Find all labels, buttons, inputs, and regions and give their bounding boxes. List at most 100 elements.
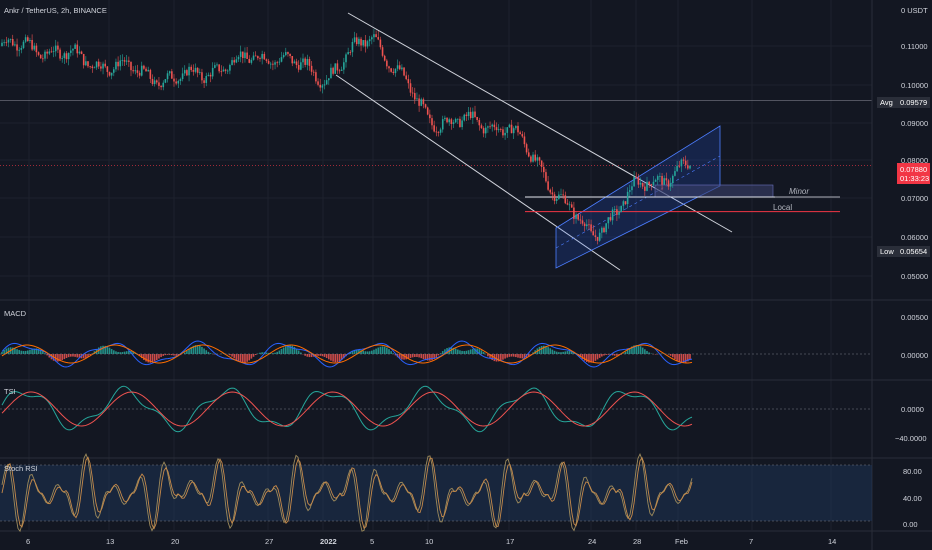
- candle-body: [515, 125, 517, 129]
- macd-histogram-bar: [190, 347, 192, 354]
- candle-body: [128, 60, 130, 62]
- candle-body: [536, 157, 539, 161]
- candle-body: [500, 129, 502, 130]
- time-label: 5: [370, 537, 374, 546]
- candle-body: [244, 52, 246, 59]
- candle-body: [371, 37, 373, 40]
- candle-body: [259, 58, 261, 59]
- macd-histogram-bar: [467, 350, 470, 354]
- candle-body: [192, 70, 195, 72]
- macd-histogram-bar: [147, 354, 149, 363]
- candle-body: [65, 53, 68, 60]
- candle-body: [306, 59, 309, 65]
- candle-body: [57, 45, 59, 50]
- candle-body: [72, 48, 74, 51]
- macd-histogram-bar: [381, 346, 384, 354]
- candle-body: [358, 38, 360, 45]
- candle-body: [347, 52, 349, 55]
- macd-histogram-bar: [65, 354, 68, 358]
- macd-histogram-bar: [646, 350, 648, 354]
- macd-histogram-bar: [323, 354, 326, 357]
- macd-histogram-bar: [586, 354, 588, 362]
- macd-histogram-bar: [549, 348, 552, 354]
- candle-body: [568, 204, 571, 206]
- desc-channel-lower: [335, 74, 621, 271]
- macd-histogram-bar: [562, 351, 564, 354]
- candle-body: [27, 37, 29, 41]
- candle-body: [308, 59, 311, 66]
- macd-histogram-bar: [18, 350, 20, 354]
- candle-body: [115, 61, 117, 70]
- candle-body: [373, 34, 375, 38]
- candle-body: [596, 236, 599, 241]
- macd-histogram-bar: [684, 354, 687, 363]
- indicators: [0, 340, 872, 533]
- macd-histogram-bar: [280, 349, 283, 354]
- candle-body: [190, 66, 192, 71]
- candle-body: [493, 124, 496, 128]
- candle-body: [575, 214, 577, 219]
- candle-body: [487, 126, 489, 128]
- macd-histogram-bar: [113, 350, 115, 354]
- candle-body: [439, 129, 442, 133]
- macd-histogram-bar: [201, 346, 203, 354]
- time-axis[interactable]: 6 13 20 27 2022 5 10 17 24 28 Feb 7 14: [26, 537, 836, 546]
- candle-body: [134, 70, 137, 72]
- candle-body: [672, 175, 674, 184]
- macd-histogram-bar: [315, 354, 317, 357]
- candle-body: [491, 124, 493, 127]
- candle-body: [274, 62, 276, 65]
- candle-body: [95, 61, 98, 68]
- candle-body: [74, 44, 76, 49]
- macd-histogram-bar: [353, 349, 356, 354]
- macd-histogram-bar: [293, 346, 296, 354]
- macd-histogram-bar: [394, 354, 397, 356]
- macd-histogram-bar: [532, 352, 534, 354]
- candle-body: [224, 69, 227, 71]
- macd-histogram-bar: [465, 350, 468, 354]
- macd-histogram-bar: [22, 351, 25, 354]
- price-axis[interactable]: 0 USDT 0.11000 0.10000 0.09000 0.08000 0…: [895, 6, 928, 529]
- candle-body: [140, 65, 143, 76]
- macd-histogram-bar: [44, 353, 46, 354]
- macd-histogram-bar: [237, 354, 240, 362]
- macd-histogram-bar: [500, 354, 502, 361]
- macd-histogram-bar: [289, 345, 291, 354]
- candle-body: [106, 66, 109, 72]
- macd-histogram-bar: [70, 354, 72, 357]
- candle-body: [616, 209, 618, 215]
- macd-histogram-bar: [117, 351, 119, 354]
- candle-body: [364, 40, 367, 47]
- macd-histogram-bar: [426, 354, 429, 361]
- macd-histogram-bar: [457, 349, 459, 354]
- macd-histogram-bar: [74, 354, 76, 357]
- macd-histogram-bar: [687, 354, 689, 362]
- macd-histogram-bar: [568, 350, 571, 354]
- candle-body: [48, 51, 51, 54]
- candle-body: [349, 52, 352, 53]
- macd-histogram-bar: [156, 354, 158, 361]
- candle-body: [678, 165, 681, 167]
- macd-histogram-bar: [581, 354, 584, 359]
- macd-histogram-bar: [506, 354, 509, 358]
- macd-histogram-bar: [510, 354, 513, 357]
- local-level-label: Local: [773, 203, 792, 212]
- macd-histogram-bar: [235, 354, 238, 360]
- macd-histogram-bar: [491, 354, 493, 360]
- macd-histogram-bar: [497, 354, 500, 362]
- macd-histogram-bar: [143, 354, 145, 360]
- macd-histogram-bar: [547, 347, 549, 354]
- candle-body: [7, 39, 10, 43]
- candle-body: [291, 55, 294, 64]
- candle-body: [108, 71, 111, 76]
- candle-body: [147, 69, 149, 72]
- macd-histogram-bar: [274, 352, 276, 354]
- tsi-pane-title: TSI: [4, 387, 16, 396]
- candle-body: [312, 71, 315, 73]
- candle-body: [457, 118, 459, 120]
- candle-body: [218, 64, 220, 72]
- macd-histogram-bar: [689, 354, 691, 360]
- macd-histogram-bar: [409, 354, 412, 358]
